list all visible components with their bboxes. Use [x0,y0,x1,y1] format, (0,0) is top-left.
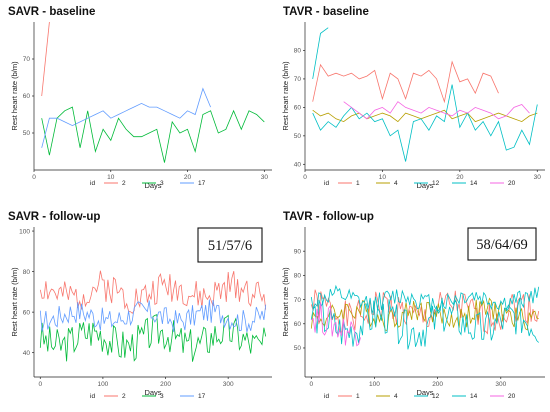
annotation-box [197,227,263,263]
legend-label: 2 [122,393,126,400]
y-tick-label: 50 [294,345,302,352]
y-axis-label: Rest heart rate (b/m) [281,61,290,131]
series-line-17 [41,87,211,148]
series-line-17 [39,299,267,333]
y-tick-label: 60 [23,93,31,100]
legend-label: 17 [198,393,206,400]
chart-title: TAVR - baseline [283,6,369,18]
legend-label: 1 [356,180,360,187]
x-tick-label: 0 [32,174,36,181]
x-axis-label: Days [144,388,161,397]
x-tick-label: 30 [261,174,269,181]
x-tick-label: 0 [38,381,42,388]
y-tick-label: 60 [294,105,302,112]
legend-label: 3 [160,393,164,400]
x-tick-label: 200 [160,381,171,388]
legend-label: 4 [394,180,398,187]
y-tick-label: 80 [294,48,302,55]
x-tick-label: 20 [184,174,192,181]
x-tick-label: 300 [495,381,506,388]
legend-label: 20 [508,180,516,187]
legend-title: id [324,180,329,187]
chart-panel: SAVR - follow-up 0 100 200 300 40 60 80 100 Days R… [8,211,272,400]
y-tick-label: 70 [294,297,302,304]
chart-panel: TAVR - baseline 0 10 20 30 40 50 60 70 80 Days Rest… [281,6,545,190]
series-line-14 [312,84,538,162]
series-line-4 [312,109,538,123]
y-tick-label: 80 [294,273,302,280]
y-tick-label: 70 [23,56,31,63]
y-tick-label: 70 [294,76,302,83]
y-tick-label: 60 [23,309,31,316]
y-tick-label: 60 [294,321,302,328]
chart-title: SAVR - follow-up [8,211,100,223]
series-line-3 [39,314,267,362]
series-line-2 [39,270,267,314]
y-tick-label: 80 [23,269,31,276]
x-axis-label: Days [416,181,433,190]
annotation-text: 58/64/69 [476,237,528,253]
series-line-14 [310,297,539,350]
series-line-2 [41,21,50,97]
x-tick-label: 20 [456,174,464,181]
x-tick-label: 30 [534,174,542,181]
y-tick-label: 40 [23,350,31,357]
y-tick-label: 90 [294,248,302,255]
legend-label: 12 [432,393,440,400]
series-line-1 [312,60,499,104]
x-tick-label: 0 [303,174,307,181]
legend-label: 14 [470,393,478,400]
x-tick-label: 10 [379,174,387,181]
y-tick-label: 40 [294,162,302,169]
y-tick-label: 50 [23,130,31,137]
y-axis-label: Rest heart rate (b/m) [10,61,19,131]
series-line-1 [310,289,540,335]
annotation-box [467,227,537,261]
chart-title: TAVR - follow-up [283,211,374,223]
chart-title: SAVR - baseline [8,6,95,18]
legend-label: 1 [356,393,360,400]
legend-label: 12 [432,180,440,187]
series-line-20 [343,101,530,120]
legend-label: 3 [160,180,164,187]
annotation-text: 51/57/6 [208,238,252,254]
legend-label: 14 [470,180,478,187]
chart-panel: TAVR - follow-up 0 100 200 300 50 60 70 80 90 Days… [281,211,545,400]
x-axis-label: Days [416,388,433,397]
x-tick-label: 10 [107,174,115,181]
y-axis-label: Rest heart rate (b/m) [10,267,19,337]
x-tick-label: 0 [310,381,314,388]
series-line-3 [41,106,265,163]
y-tick-label: 100 [19,228,30,235]
x-tick-label: 300 [223,381,234,388]
legend-label: 2 [122,180,126,187]
y-tick-label: 50 [294,133,302,140]
chart-panel: SAVR - baseline 0 10 20 30 50 60 70 Days Rest hea… [8,6,272,190]
y-axis-label: Rest heart rate (b/m) [281,267,290,337]
legend-label: 17 [198,180,206,187]
legend-title: id [324,393,329,400]
x-tick-label: 100 [369,381,380,388]
legend-label: 4 [394,393,398,400]
series-line-20 [311,302,361,347]
series-line-12 [310,284,540,315]
x-tick-label: 200 [432,381,443,388]
x-tick-label: 100 [97,381,108,388]
legend-label: 20 [508,393,516,400]
legend-title: id [90,180,95,187]
series-line-12 [312,27,329,79]
x-axis-label: Days [144,181,161,190]
legend-title: id [90,393,95,400]
